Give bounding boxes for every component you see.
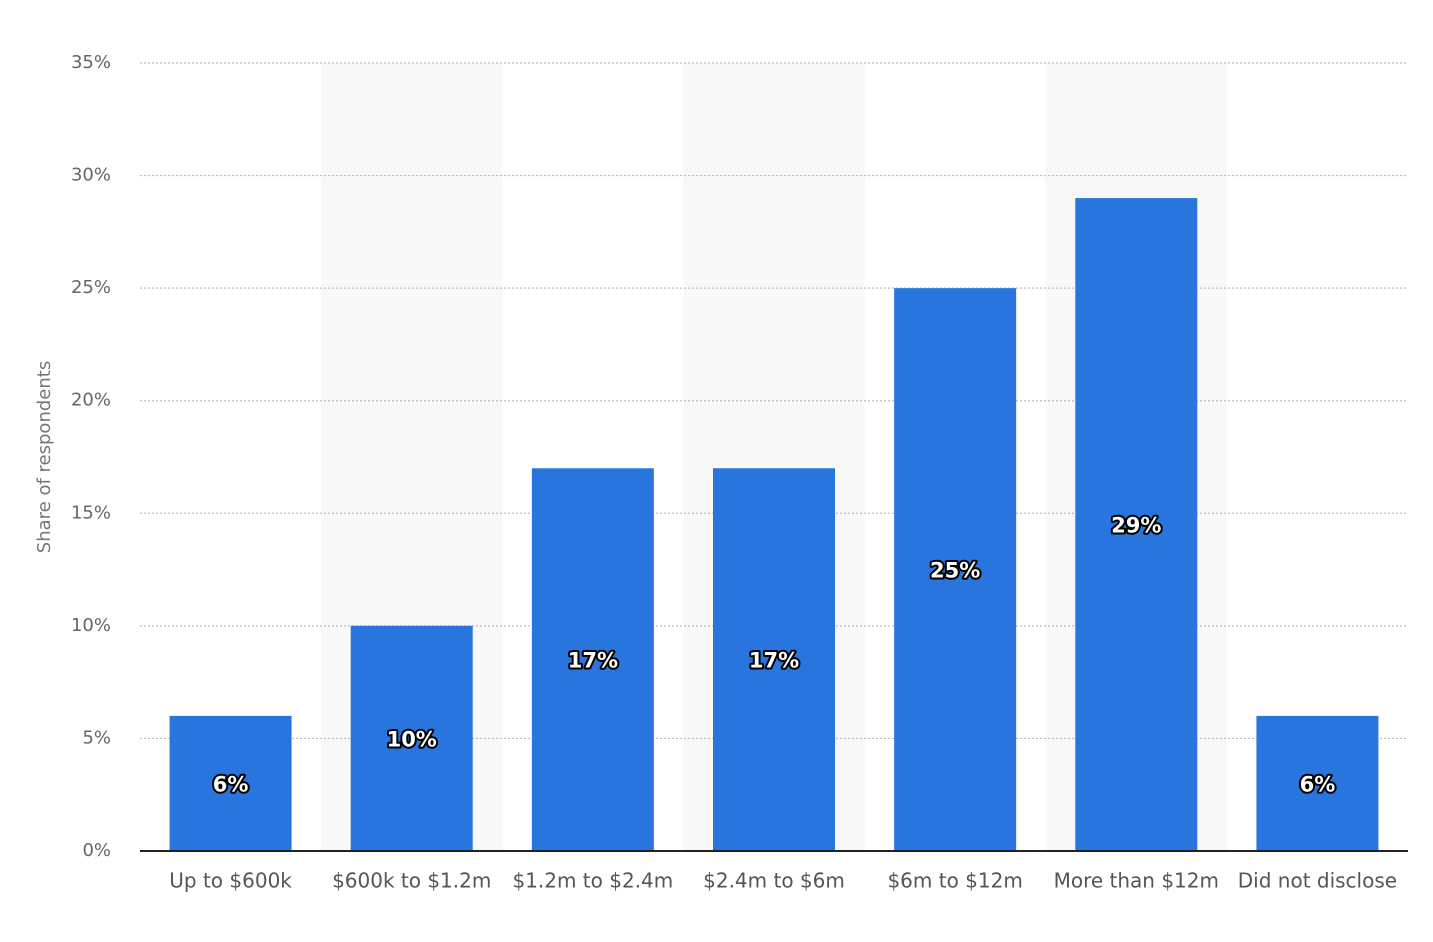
bar bbox=[531, 468, 654, 851]
y-tick-label: 35% bbox=[71, 52, 111, 73]
bar bbox=[894, 288, 1017, 852]
x-tick-label: Up to $600k bbox=[169, 869, 292, 893]
y-axis-title: Share of respondents bbox=[34, 361, 55, 553]
y-tick-label: 15% bbox=[71, 502, 111, 523]
x-tick-label: More than $12m bbox=[1054, 869, 1219, 893]
bar bbox=[1256, 715, 1379, 851]
bar bbox=[350, 625, 473, 851]
value-label: 29% bbox=[1111, 514, 1161, 538]
y-tick-label: 20% bbox=[71, 390, 111, 411]
value-label: 17% bbox=[749, 649, 799, 673]
value-label: 6% bbox=[213, 772, 249, 796]
y-tick-label: 30% bbox=[71, 165, 111, 186]
y-tick-label: 0% bbox=[82, 840, 111, 861]
y-tick-label: 10% bbox=[71, 615, 111, 636]
y-tick-label: 5% bbox=[82, 727, 111, 748]
x-tick-label: $6m to $12m bbox=[887, 869, 1022, 893]
bar bbox=[713, 468, 835, 851]
x-tick-label: $600k to $1.2m bbox=[332, 869, 491, 893]
value-label: 25% bbox=[930, 559, 980, 583]
x-tick-label: $2.4m to $6m bbox=[703, 869, 845, 893]
y-tick-label: 25% bbox=[71, 277, 111, 298]
x-tick-label: $1.2m to $2.4m bbox=[512, 869, 673, 893]
x-tick-label: Did not disclose bbox=[1238, 869, 1397, 893]
value-label: 6% bbox=[1300, 772, 1336, 796]
bar bbox=[1075, 198, 1198, 852]
bar bbox=[169, 715, 292, 851]
value-label: 10% bbox=[387, 727, 437, 751]
value-label: 17% bbox=[568, 649, 618, 673]
